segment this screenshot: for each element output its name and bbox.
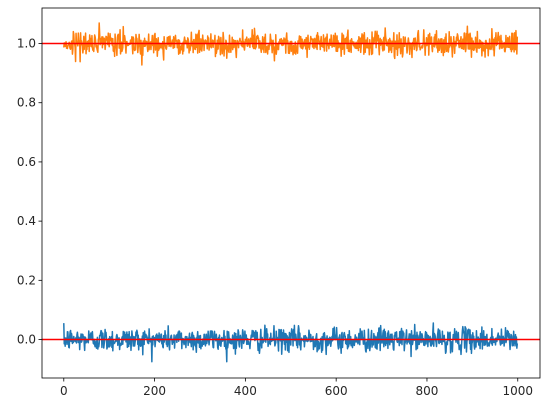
x-tick-label: 0 [60,384,68,398]
y-tick-label: 0.6 [17,155,36,169]
y-tick-label: 1.0 [17,37,36,51]
y-tick-label: 0.0 [17,333,36,347]
y-tick-label: 0.4 [17,214,36,228]
x-tick-label: 400 [234,384,257,398]
x-tick-label: 600 [325,384,348,398]
y-tick-label: 0.8 [17,96,36,110]
x-tick-label: 200 [143,384,166,398]
plot-area [41,7,541,379]
y-axis-ticks: 0.0 0.2 0.4 0.6 0.8 1.0 [17,37,42,347]
y-tick-label: 0.2 [17,273,36,287]
axes-background [42,8,540,378]
reference-lines [42,42,540,341]
x-axis-ticks: 0 200 400 600 800 1000 [60,378,533,398]
series-line-2 [63,22,519,66]
x-tick-label: 1000 [502,384,533,398]
x-tick-label: 800 [416,384,439,398]
axes-frame [41,7,541,379]
